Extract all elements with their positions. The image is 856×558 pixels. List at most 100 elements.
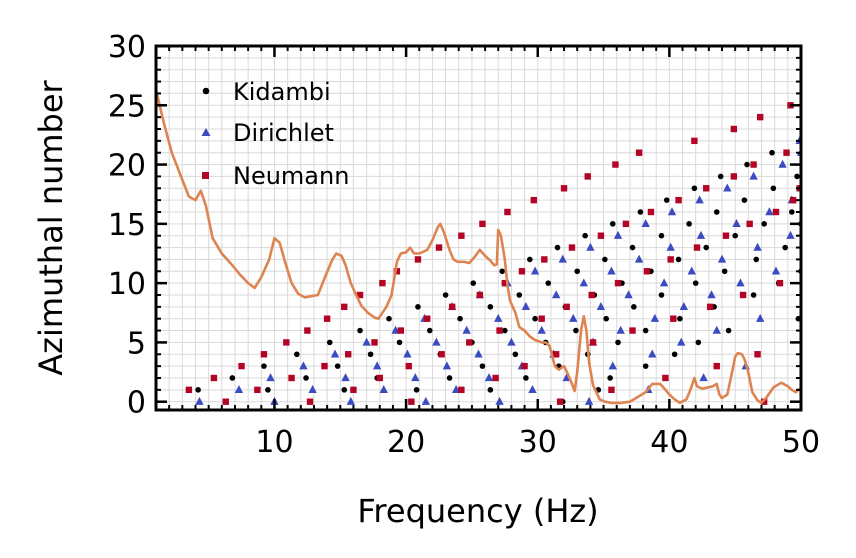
legend-marker-dirichlet — [201, 128, 211, 136]
point-neumann — [501, 279, 509, 287]
point-kidambi — [386, 315, 392, 322]
point-dirichlet — [346, 396, 356, 405]
point-kidambi — [671, 351, 678, 358]
point-neumann — [321, 362, 328, 370]
point-dirichlet — [641, 219, 650, 228]
point-kidambi — [717, 173, 724, 180]
point-dirichlet — [442, 361, 452, 370]
point-dirichlet — [521, 302, 531, 311]
point-neumann — [423, 315, 431, 322]
point-neumann — [260, 351, 268, 358]
point-kidambi — [788, 209, 795, 215]
point-kidambi — [725, 327, 732, 334]
point-kidambi — [637, 209, 644, 215]
point-kidambi — [573, 327, 579, 334]
point-neumann — [518, 268, 526, 275]
point-dirichlet — [558, 254, 567, 263]
point-kidambi — [769, 149, 775, 156]
point-dirichlet — [786, 230, 795, 239]
point-kidambi — [609, 221, 616, 227]
point-kidambi — [603, 315, 609, 322]
point-neumann — [662, 374, 669, 382]
point-kidambi — [721, 268, 728, 275]
point-neumann — [304, 327, 311, 334]
point-kidambi — [516, 292, 523, 298]
point-neumann — [667, 256, 674, 263]
point-neumann — [435, 244, 443, 251]
point-dirichlet — [765, 207, 774, 216]
series-line — [156, 89, 801, 405]
point-kidambi — [642, 327, 649, 334]
plot-area — [156, 89, 801, 405]
point-neumann — [504, 208, 511, 216]
point-neumann — [344, 351, 352, 358]
point-dirichlet — [667, 207, 677, 216]
point-neumann — [608, 386, 615, 394]
point-kidambi — [413, 387, 420, 393]
point-dirichlet — [753, 242, 762, 251]
point-kidambi — [446, 375, 453, 381]
point-kidambi — [744, 161, 750, 168]
point-dirichlet — [379, 385, 388, 394]
point-kidambi — [487, 304, 494, 310]
point-neumann — [288, 374, 295, 382]
point-neumann — [560, 185, 568, 192]
point-neumann — [568, 244, 576, 251]
point-kidambi — [607, 375, 613, 381]
x-tick-label: 50 — [782, 425, 820, 460]
point-neumann — [254, 386, 261, 394]
point-dirichlet — [551, 290, 561, 299]
point-dirichlet — [528, 385, 537, 394]
point-kidambi — [396, 339, 403, 346]
point-neumann — [563, 303, 570, 311]
point-neumann — [622, 220, 630, 228]
point-dirichlet — [484, 373, 494, 382]
point-neumann — [210, 374, 218, 382]
point-kidambi — [642, 363, 649, 369]
point-dirichlet — [586, 242, 595, 251]
point-kidambi — [261, 363, 267, 369]
point-dirichlet — [530, 266, 540, 275]
point-kidambi — [750, 292, 757, 298]
point-dirichlet — [634, 254, 644, 263]
plot-frame — [154, 44, 803, 412]
point-dirichlet — [732, 219, 741, 228]
point-dirichlet — [695, 195, 704, 204]
y-tick-label: 10 — [108, 267, 146, 302]
point-kidambi — [554, 244, 561, 251]
point-kidambi — [692, 280, 699, 286]
point-dirichlet — [596, 302, 606, 311]
point-kidambi — [545, 280, 552, 286]
point-neumann — [306, 398, 314, 405]
point-neumann — [706, 303, 714, 311]
point-kidambi — [782, 244, 789, 251]
point-dirichlet — [608, 361, 617, 370]
y-tick-label: 5 — [127, 326, 146, 361]
point-dirichlet — [607, 266, 616, 275]
point-kidambi — [479, 363, 486, 369]
point-dirichlet — [432, 337, 441, 346]
point-dirichlet — [648, 349, 657, 358]
point-kidambi — [527, 256, 533, 263]
point-kidambi — [487, 387, 494, 393]
point-dirichlet — [616, 325, 625, 334]
point-kidambi — [582, 232, 588, 239]
legend-marker-kidambi — [202, 87, 210, 95]
point-neumann — [476, 291, 484, 299]
point-neumann — [438, 351, 445, 358]
point-neumann — [479, 220, 486, 228]
point-kidambi — [663, 197, 670, 203]
point-kidambi — [457, 315, 463, 322]
point-neumann — [238, 362, 245, 370]
point-dirichlet — [778, 159, 787, 168]
y-tick-label: 0 — [127, 386, 146, 421]
x-tick-label: 20 — [387, 425, 425, 460]
point-dirichlet — [330, 349, 340, 358]
point-kidambi — [732, 232, 738, 239]
point-dirichlet — [624, 290, 633, 299]
point-kidambi — [761, 221, 767, 227]
point-neumann — [739, 291, 747, 299]
point-neumann — [614, 279, 622, 287]
y-tick-label: 25 — [108, 89, 146, 124]
